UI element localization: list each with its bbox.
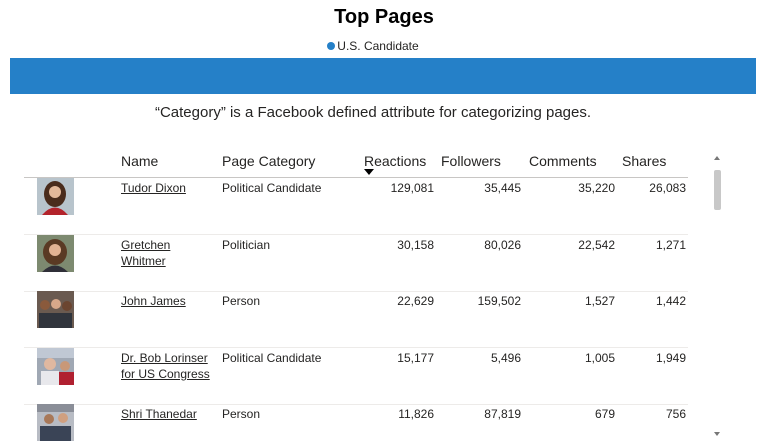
followers-value: 80,026 — [484, 238, 521, 252]
column-header-page-category[interactable]: Page Category — [222, 153, 316, 169]
comments-value: 22,542 — [578, 238, 615, 252]
avatar-photo-icon — [37, 348, 74, 385]
page-name-link[interactable]: John James — [121, 294, 186, 308]
vertical-scrollbar[interactable] — [713, 152, 722, 440]
scroll-down-icon[interactable] — [714, 432, 720, 436]
legend-dot-icon — [327, 42, 336, 50]
table-row: Shri Thanedar Person 11,826 87,819 679 7… — [24, 404, 688, 448]
reactions-value: 30,158 — [397, 238, 434, 252]
sort-descending-icon[interactable] — [364, 169, 374, 175]
page-category: Person — [222, 407, 261, 421]
followers-value: 159,502 — [477, 294, 521, 308]
avatar — [37, 178, 74, 215]
comments-value: 1,005 — [584, 351, 615, 365]
comments-value: 35,220 — [578, 181, 615, 195]
page-category: Person — [222, 294, 261, 308]
reactions-value: 11,826 — [398, 407, 434, 421]
avatar — [37, 404, 74, 441]
top-pages-table: Name Page Category Reactions Followers C… — [24, 148, 688, 448]
followers-value: 5,496 — [490, 351, 521, 365]
followers-value: 35,445 — [484, 181, 521, 195]
avatar — [37, 348, 74, 385]
page-category: Politician — [222, 238, 271, 252]
category-note: “Category” is a Facebook defined attribu… — [154, 104, 592, 121]
page-category: Political Candidate — [222, 181, 322, 195]
legend-label: U.S. Candidate — [337, 39, 419, 53]
table-row: John James Person 22,629 159,502 1,527 1… — [24, 291, 688, 348]
page-name-link[interactable]: Tudor Dixon — [121, 181, 186, 195]
avatar-photo-icon — [37, 291, 74, 328]
shares-value: 1,442 — [655, 294, 686, 308]
avatar — [37, 291, 74, 328]
shares-value: 1,271 — [655, 238, 686, 252]
legend[interactable]: U.S. Candidate — [0, 39, 746, 53]
header-divider — [24, 177, 688, 178]
table-row: Dr. Bob Lorinser for US Congress Politica… — [24, 348, 688, 405]
avatar-photo-icon — [37, 178, 74, 215]
page-name-link[interactable]: Dr. Bob Lorinser for US Congress — [121, 351, 210, 381]
reactions-value: 15,177 — [397, 351, 434, 365]
comments-value: 1,527 — [584, 294, 615, 308]
reactions-value: 22,629 — [397, 294, 434, 308]
followers-value: 87,819 — [484, 407, 521, 421]
reactions-value: 129,081 — [390, 181, 434, 195]
column-header-name[interactable]: Name — [121, 153, 159, 169]
table-row: Gretchen Whitmer Politician 30,158 80,026… — [24, 235, 688, 292]
table-row: Tudor Dixon Political Candidate 129,081 … — [24, 178, 688, 235]
avatar-photo-icon — [37, 235, 74, 272]
blue-banner — [10, 58, 756, 94]
avatar — [37, 235, 74, 272]
avatar-photo-icon — [37, 404, 74, 441]
page-name-link[interactable]: Gretchen Whitmer — [121, 238, 171, 268]
column-header-followers[interactable]: Followers — [441, 153, 501, 169]
shares-value: 26,083 — [649, 181, 686, 195]
shares-value: 756 — [665, 407, 686, 421]
shares-value: 1,949 — [655, 351, 686, 365]
page-name-link[interactable]: Shri Thanedar — [121, 407, 197, 421]
column-header-shares[interactable]: Shares — [622, 153, 667, 169]
comments-value: 679 — [594, 407, 615, 421]
column-header-comments[interactable]: Comments — [529, 153, 597, 169]
scroll-thumb[interactable] — [714, 170, 721, 210]
page-title: Top Pages — [334, 6, 434, 28]
column-header-reactions[interactable]: Reactions — [364, 153, 427, 169]
page-category: Political Candidate — [222, 351, 322, 365]
scroll-up-icon[interactable] — [714, 156, 720, 160]
